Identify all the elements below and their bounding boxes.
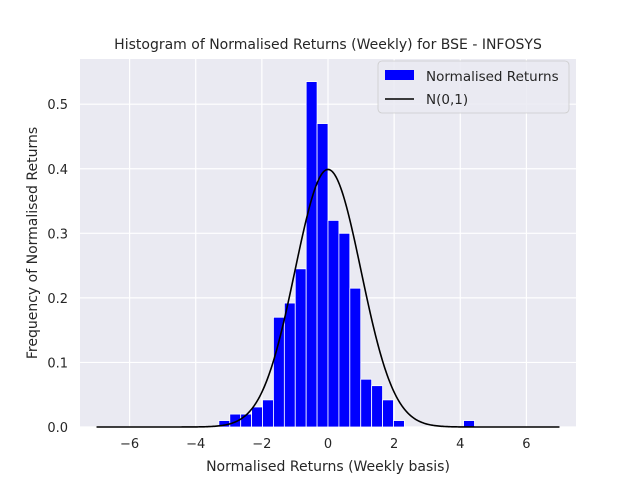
- x-tick-label: −4: [186, 437, 205, 452]
- x-tick-label: 4: [456, 437, 464, 452]
- histogram-bar: [360, 378, 373, 428]
- legend-swatch-histogram: [385, 70, 414, 80]
- legend-label-curve: N(0,1): [426, 92, 468, 108]
- histogram-bar: [294, 268, 307, 428]
- y-tick-label: 0.0: [47, 421, 68, 436]
- histogram-bars: [218, 81, 475, 428]
- histogram-bar: [338, 232, 351, 428]
- normal-curve: [96, 168, 560, 428]
- histogram-bar: [393, 420, 405, 428]
- y-tick-label: 0.1: [47, 356, 68, 371]
- histogram-bar: [371, 385, 383, 428]
- x-tick-label: −2: [252, 437, 271, 452]
- chart-title: Histogram of Normalised Returns (Weekly)…: [114, 37, 542, 53]
- histogram-bar: [382, 399, 394, 428]
- x-tick-label: 6: [522, 437, 530, 452]
- y-tick-label: 0.5: [47, 98, 68, 113]
- x-tick-label: −6: [120, 437, 139, 452]
- y-tick-label: 0.3: [47, 227, 68, 242]
- y-axis-label: Frequency of Normalised Returns: [25, 127, 41, 359]
- x-tick-label: 2: [390, 437, 398, 452]
- y-tick-label: 0.4: [47, 163, 68, 178]
- y-tick-label: 0.2: [47, 292, 68, 307]
- histogram-bar: [305, 81, 318, 428]
- histogram-bar: [327, 220, 340, 428]
- histogram-bar: [463, 420, 475, 428]
- x-tick-labels: −6 −4 −2 0 2 4 6: [120, 437, 531, 452]
- histogram-bar: [349, 287, 362, 428]
- histogram-bar: [283, 302, 296, 428]
- histogram-bar: [240, 413, 253, 428]
- histogram-bar: [262, 399, 274, 428]
- legend: Normalised Returns N(0,1): [377, 60, 570, 114]
- histogram-bar: [273, 316, 285, 428]
- x-tick-label: 0: [324, 437, 332, 452]
- histogram-bar: [251, 406, 263, 428]
- legend-box: [377, 60, 570, 114]
- y-tick-labels: 0.0 0.1 0.2 0.3 0.4 0.5: [47, 98, 68, 436]
- x-axis-label: Normalised Returns (Weekly basis): [206, 459, 450, 475]
- legend-label-histogram: Normalised Returns: [426, 69, 559, 85]
